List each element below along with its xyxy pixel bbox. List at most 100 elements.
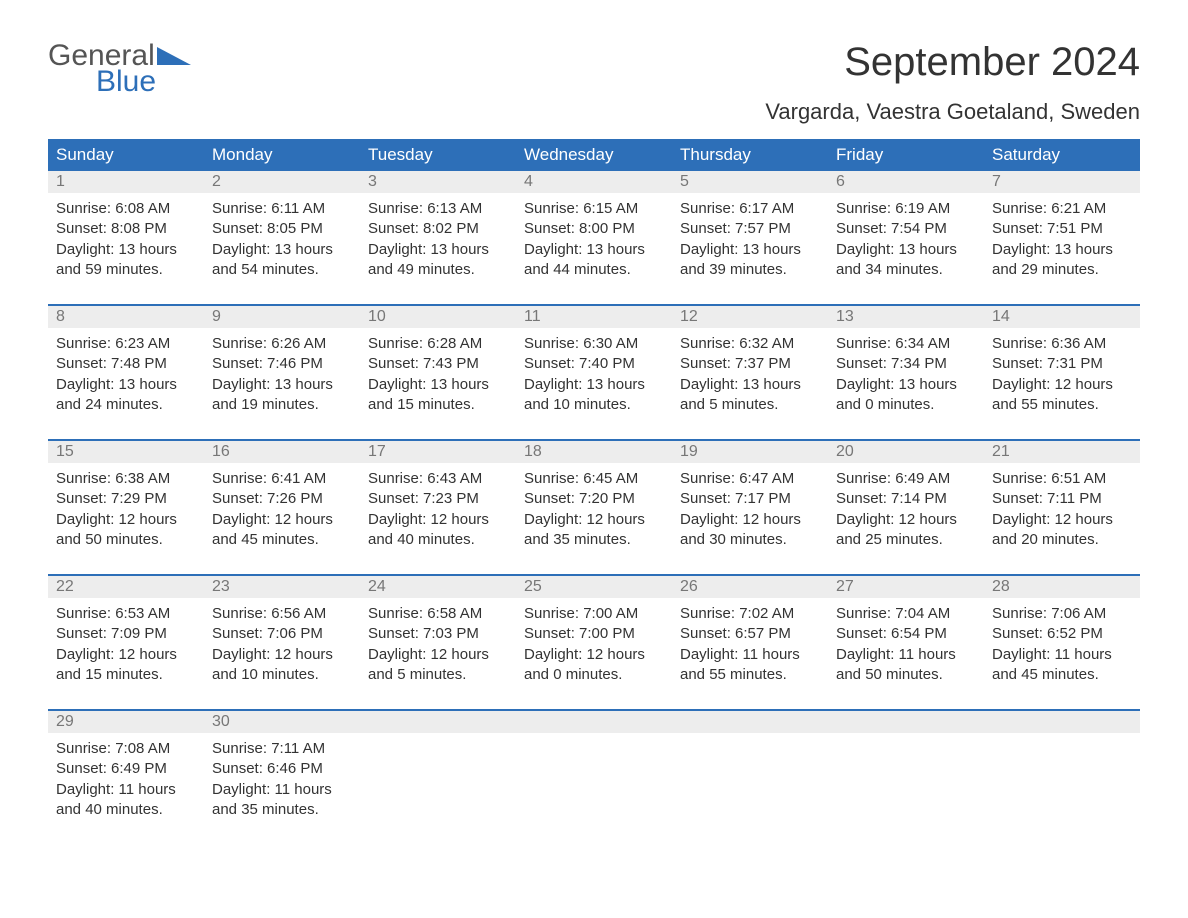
calendar-day-cell: 8Sunrise: 6:23 AMSunset: 7:48 PMDaylight… <box>48 305 204 440</box>
day-details: Sunrise: 6:23 AMSunset: 7:48 PMDaylight:… <box>48 328 204 439</box>
day-daylight2: and 35 minutes. <box>212 800 352 820</box>
day-details: Sunrise: 7:08 AMSunset: 6:49 PMDaylight:… <box>48 733 204 844</box>
day-daylight1: Daylight: 11 hours <box>836 645 976 665</box>
header: General Blue September 2024 Vargarda, Va… <box>48 40 1140 135</box>
day-daylight2: and 10 minutes. <box>524 395 664 415</box>
day-number: 25 <box>516 576 672 598</box>
calendar-day-cell: 20Sunrise: 6:49 AMSunset: 7:14 PMDayligh… <box>828 440 984 575</box>
day-daylight1: Daylight: 13 hours <box>836 375 976 395</box>
day-sunset: Sunset: 6:57 PM <box>680 624 820 644</box>
day-details: Sunrise: 7:04 AMSunset: 6:54 PMDaylight:… <box>828 598 984 709</box>
day-daylight1: Daylight: 13 hours <box>680 240 820 260</box>
day-sunrise: Sunrise: 6:23 AM <box>56 334 196 354</box>
calendar-week-row: 1Sunrise: 6:08 AMSunset: 8:08 PMDaylight… <box>48 171 1140 305</box>
day-sunrise: Sunrise: 6:45 AM <box>524 469 664 489</box>
day-number <box>984 711 1140 733</box>
day-sunrise: Sunrise: 6:32 AM <box>680 334 820 354</box>
day-number: 22 <box>48 576 204 598</box>
day-daylight2: and 15 minutes. <box>56 665 196 685</box>
calendar-day-cell: 24Sunrise: 6:58 AMSunset: 7:03 PMDayligh… <box>360 575 516 710</box>
day-details: Sunrise: 6:15 AMSunset: 8:00 PMDaylight:… <box>516 193 672 304</box>
day-details: Sunrise: 7:11 AMSunset: 6:46 PMDaylight:… <box>204 733 360 844</box>
day-daylight1: Daylight: 13 hours <box>212 240 352 260</box>
day-daylight1: Daylight: 13 hours <box>212 375 352 395</box>
day-details: Sunrise: 6:32 AMSunset: 7:37 PMDaylight:… <box>672 328 828 439</box>
day-daylight1: Daylight: 12 hours <box>212 645 352 665</box>
day-sunset: Sunset: 7:37 PM <box>680 354 820 374</box>
calendar-day-cell: 1Sunrise: 6:08 AMSunset: 8:08 PMDaylight… <box>48 171 204 305</box>
calendar-day-cell: 2Sunrise: 6:11 AMSunset: 8:05 PMDaylight… <box>204 171 360 305</box>
calendar-week-row: 15Sunrise: 6:38 AMSunset: 7:29 PMDayligh… <box>48 440 1140 575</box>
day-number: 4 <box>516 171 672 193</box>
logo-word-blue: Blue <box>96 66 191 98</box>
dow-friday: Friday <box>828 139 984 171</box>
day-details: Sunrise: 6:34 AMSunset: 7:34 PMDaylight:… <box>828 328 984 439</box>
day-daylight2: and 0 minutes. <box>836 395 976 415</box>
day-details: Sunrise: 6:30 AMSunset: 7:40 PMDaylight:… <box>516 328 672 439</box>
day-details: Sunrise: 6:51 AMSunset: 7:11 PMDaylight:… <box>984 463 1140 574</box>
dow-sunday: Sunday <box>48 139 204 171</box>
day-daylight1: Daylight: 11 hours <box>680 645 820 665</box>
day-number <box>672 711 828 733</box>
day-number: 6 <box>828 171 984 193</box>
calendar-header-row: Sunday Monday Tuesday Wednesday Thursday… <box>48 139 1140 171</box>
day-sunset: Sunset: 7:23 PM <box>368 489 508 509</box>
day-sunrise: Sunrise: 6:56 AM <box>212 604 352 624</box>
day-daylight2: and 49 minutes. <box>368 260 508 280</box>
day-details: Sunrise: 6:47 AMSunset: 7:17 PMDaylight:… <box>672 463 828 574</box>
day-number: 24 <box>360 576 516 598</box>
day-daylight1: Daylight: 11 hours <box>212 780 352 800</box>
calendar-day-cell: 21Sunrise: 6:51 AMSunset: 7:11 PMDayligh… <box>984 440 1140 575</box>
dow-tuesday: Tuesday <box>360 139 516 171</box>
day-daylight1: Daylight: 11 hours <box>56 780 196 800</box>
day-daylight2: and 40 minutes. <box>368 530 508 550</box>
day-sunrise: Sunrise: 6:15 AM <box>524 199 664 219</box>
day-sunrise: Sunrise: 6:36 AM <box>992 334 1132 354</box>
calendar-day-cell: 18Sunrise: 6:45 AMSunset: 7:20 PMDayligh… <box>516 440 672 575</box>
day-daylight1: Daylight: 12 hours <box>992 375 1132 395</box>
day-number: 9 <box>204 306 360 328</box>
day-sunset: Sunset: 8:02 PM <box>368 219 508 239</box>
day-daylight2: and 29 minutes. <box>992 260 1132 280</box>
day-daylight1: Daylight: 13 hours <box>368 375 508 395</box>
day-daylight1: Daylight: 13 hours <box>992 240 1132 260</box>
day-daylight1: Daylight: 13 hours <box>56 240 196 260</box>
day-daylight1: Daylight: 13 hours <box>524 375 664 395</box>
calendar-day-cell: 23Sunrise: 6:56 AMSunset: 7:06 PMDayligh… <box>204 575 360 710</box>
day-daylight2: and 35 minutes. <box>524 530 664 550</box>
day-daylight2: and 45 minutes. <box>992 665 1132 685</box>
day-daylight1: Daylight: 13 hours <box>368 240 508 260</box>
day-number: 21 <box>984 441 1140 463</box>
day-sunset: Sunset: 6:49 PM <box>56 759 196 779</box>
day-daylight2: and 50 minutes. <box>836 665 976 685</box>
day-sunrise: Sunrise: 6:47 AM <box>680 469 820 489</box>
day-number <box>828 711 984 733</box>
day-number: 17 <box>360 441 516 463</box>
day-sunset: Sunset: 7:09 PM <box>56 624 196 644</box>
day-daylight1: Daylight: 13 hours <box>56 375 196 395</box>
day-number: 28 <box>984 576 1140 598</box>
day-daylight2: and 40 minutes. <box>56 800 196 820</box>
dow-thursday: Thursday <box>672 139 828 171</box>
day-details: Sunrise: 6:11 AMSunset: 8:05 PMDaylight:… <box>204 193 360 304</box>
day-sunset: Sunset: 7:03 PM <box>368 624 508 644</box>
day-daylight2: and 55 minutes. <box>992 395 1132 415</box>
day-details: Sunrise: 6:38 AMSunset: 7:29 PMDaylight:… <box>48 463 204 574</box>
day-details: Sunrise: 6:41 AMSunset: 7:26 PMDaylight:… <box>204 463 360 574</box>
calendar-day-cell <box>828 710 984 844</box>
day-daylight2: and 10 minutes. <box>212 665 352 685</box>
day-sunset: Sunset: 7:06 PM <box>212 624 352 644</box>
day-sunrise: Sunrise: 6:43 AM <box>368 469 508 489</box>
day-number <box>516 711 672 733</box>
day-number: 11 <box>516 306 672 328</box>
calendar-day-cell: 22Sunrise: 6:53 AMSunset: 7:09 PMDayligh… <box>48 575 204 710</box>
day-number: 13 <box>828 306 984 328</box>
calendar-week-row: 22Sunrise: 6:53 AMSunset: 7:09 PMDayligh… <box>48 575 1140 710</box>
day-number: 2 <box>204 171 360 193</box>
day-details: Sunrise: 6:17 AMSunset: 7:57 PMDaylight:… <box>672 193 828 304</box>
day-number: 8 <box>48 306 204 328</box>
calendar-day-cell <box>672 710 828 844</box>
day-number: 19 <box>672 441 828 463</box>
day-details: Sunrise: 6:36 AMSunset: 7:31 PMDaylight:… <box>984 328 1140 439</box>
day-daylight1: Daylight: 12 hours <box>992 510 1132 530</box>
